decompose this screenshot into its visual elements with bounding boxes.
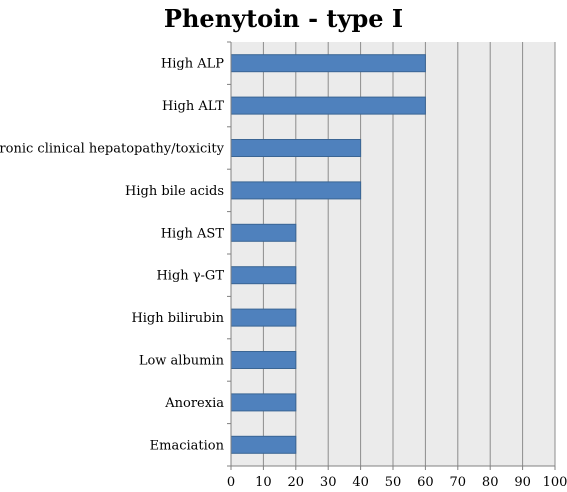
x-tick-label: 80 xyxy=(482,475,499,490)
bar xyxy=(230,139,362,157)
bar xyxy=(230,54,426,73)
y-tick-label: High ALT xyxy=(162,99,224,114)
y-tick-label: Emaciation xyxy=(150,438,225,453)
bar xyxy=(230,223,297,242)
y-tick-label: High ALP xyxy=(161,57,224,72)
bar xyxy=(230,435,297,454)
x-tick-label: 40 xyxy=(352,475,369,490)
y-tick-label: Anorexia xyxy=(164,396,224,411)
y-tick-label: High AST xyxy=(161,226,225,241)
bar xyxy=(230,96,426,115)
bar xyxy=(230,266,297,285)
bar xyxy=(230,308,297,327)
x-tick-label: 60 xyxy=(417,475,434,490)
bar xyxy=(230,181,362,200)
chart-title: Phenytoin - type I xyxy=(163,4,404,33)
bar xyxy=(230,351,297,369)
y-tick-label: Low albumin xyxy=(139,354,225,369)
y-tick-label: High γ-GT xyxy=(156,269,224,284)
y-tick-label: High bilirubin xyxy=(131,311,224,326)
y-tick-label: High bile acids xyxy=(125,184,224,199)
x-tick-label: 30 xyxy=(320,475,337,490)
x-tick-label: 20 xyxy=(288,475,305,490)
x-tick-label: 70 xyxy=(450,475,467,490)
x-tick-label: 10 xyxy=(255,475,272,490)
x-tick-label: 0 xyxy=(227,475,235,490)
x-tick-label: 90 xyxy=(514,475,531,490)
x-tick-label: 100 xyxy=(543,475,567,490)
x-tick-label: 50 xyxy=(385,475,402,490)
bar xyxy=(230,393,297,412)
y-tick-label: Chronic clinical hepatopathy/toxicity xyxy=(0,142,225,157)
